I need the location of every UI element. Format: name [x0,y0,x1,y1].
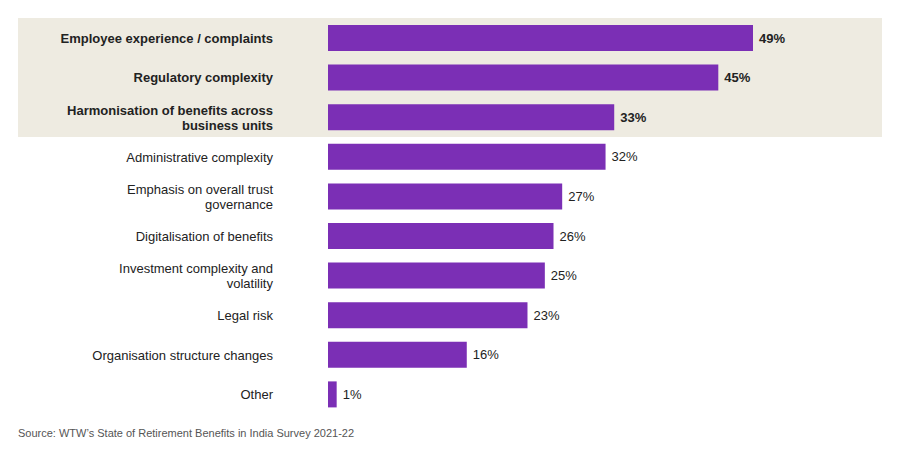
svg-text:23%: 23% [533,308,559,323]
svg-text:Emphasis on overall trustgover: Emphasis on overall trustgovernance [127,181,273,211]
svg-text:Investment complexity andvolat: Investment complexity andvolatility [119,260,273,290]
svg-text:Employee experience / complain: Employee experience / complaints [61,30,273,45]
svg-text:26%: 26% [560,229,586,244]
svg-text:25%: 25% [551,268,577,283]
svg-text:Organisation structure changes: Organisation structure changes [92,347,273,362]
svg-text:16%: 16% [473,347,499,362]
svg-text:27%: 27% [568,189,594,204]
svg-text:Regulatory complexity: Regulatory complexity [134,70,274,85]
svg-text:Legal risk: Legal risk [217,308,273,323]
svg-text:33%: 33% [620,110,646,125]
svg-text:Administrative complexity: Administrative complexity [126,149,273,164]
svg-text:1%: 1% [343,387,362,402]
svg-text:Other: Other [240,387,273,402]
svg-text:Digitalisation of benefits: Digitalisation of benefits [136,228,274,243]
svg-text:Harmonisation of benefits acro: Harmonisation of benefits acrossbusiness… [67,102,273,132]
svg-text:45%: 45% [724,70,750,85]
html-text:Source: WTW’s State of Retirem: Source: WTW’s State of Retirement Benefi… [18,427,355,439]
svg-text:49%: 49% [759,31,785,46]
svg-text:32%: 32% [612,149,638,164]
